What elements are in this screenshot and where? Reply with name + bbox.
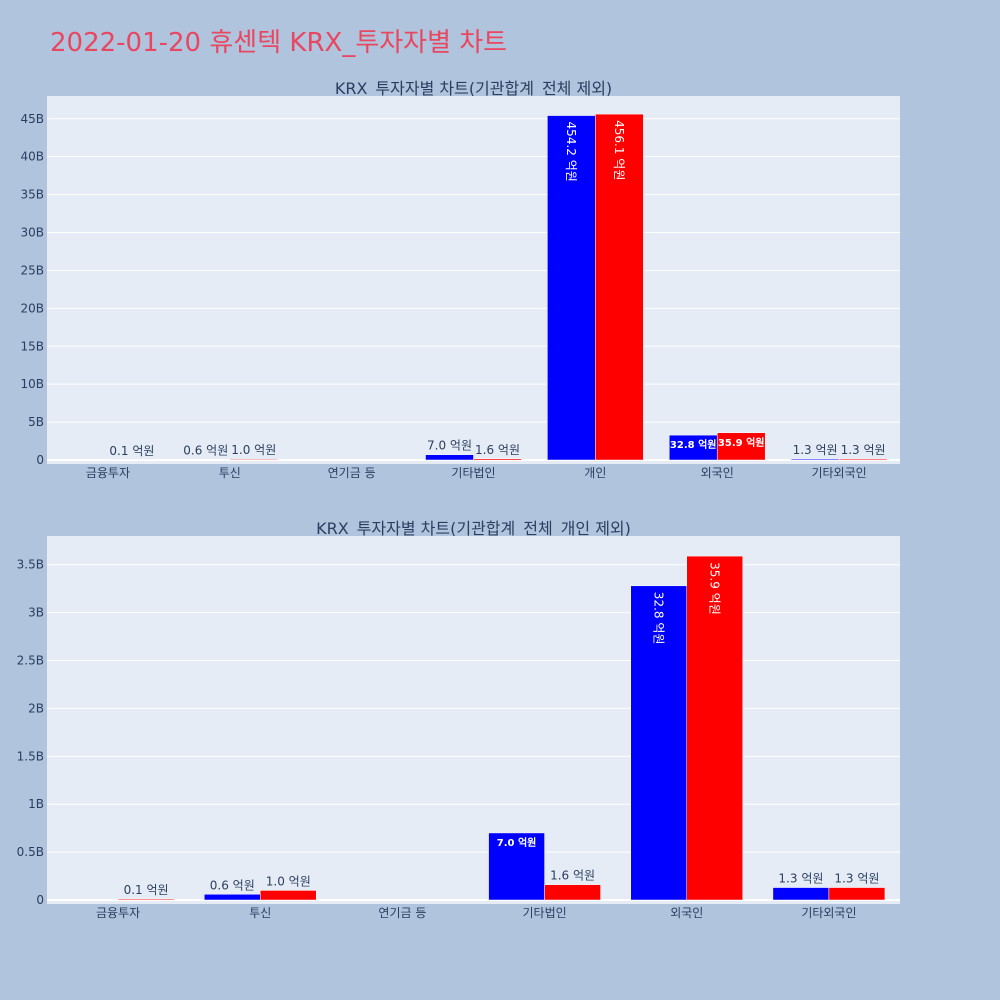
bar — [668, 434, 718, 461]
data-label: 1.3 억원 — [834, 872, 879, 886]
y-tick-label: 20B — [20, 301, 44, 315]
chart-excluding-individuals: KRX_투자자별 차트(기관합계_전체_개인 제외) 0 0.5B 1B 1.5B 2B 2… — [17, 519, 900, 920]
bar — [488, 832, 545, 901]
bar — [790, 458, 840, 461]
y-tick-label: 15B — [20, 339, 44, 353]
data-label: 1.3 억원 — [778, 872, 823, 886]
data-label: 1.3 억원 — [793, 443, 838, 457]
x-tick-label: 연기금 등 — [328, 466, 376, 480]
data-label: 7.0 억원 — [497, 836, 537, 849]
x-tick-label: 투신 — [219, 466, 241, 480]
bar — [828, 887, 886, 901]
y-tick-label: 0 — [36, 893, 44, 907]
data-label: 1.0 억원 — [231, 443, 276, 457]
data-label: 35.9 억원 — [708, 562, 722, 615]
x-tick-label: 금융투자 — [86, 466, 130, 480]
y-tick-label: 3B — [28, 606, 44, 620]
x-tick-label: 외국인 — [701, 466, 734, 480]
bar — [716, 432, 766, 461]
data-label: 1.6 억원 — [475, 443, 520, 457]
x-tick-label: 기타법인 — [522, 906, 566, 920]
y-tick-label: 25B — [20, 263, 44, 277]
y-tick-label: 3.5B — [17, 558, 44, 572]
bar — [425, 454, 474, 461]
chart-all-investors: KRX_투자자별 차트(기관합계_전체 제외) 0 5B 10B 15B 20B 25B 30… — [20, 79, 900, 480]
chart-subtitle: KRX_투자자별 차트(기관합계_전체 제외) — [335, 79, 612, 99]
data-label: 32.8 억원 — [670, 438, 717, 451]
data-label: 0.6 억원 — [210, 878, 255, 892]
y-tick-label: 40B — [20, 150, 44, 164]
data-label: 1.0 억원 — [266, 874, 311, 888]
y-tick-label: 1B — [28, 797, 44, 811]
data-label: 0.1 억원 — [109, 444, 154, 458]
bar — [595, 113, 644, 461]
y-tick-label: 2.5B — [17, 654, 44, 668]
bar — [772, 887, 830, 901]
bar — [117, 898, 175, 901]
bar — [544, 884, 601, 901]
x-tick-label: 개인 — [584, 466, 606, 480]
x-tick-label: 기타외국인 — [811, 466, 866, 480]
bar — [260, 890, 317, 901]
data-label: 1.3 억원 — [841, 443, 886, 457]
x-tick-label: 투신 — [249, 906, 271, 920]
data-label: 456.1 억원 — [612, 120, 626, 180]
y-tick-label: 2B — [28, 701, 44, 715]
y-tick-label: 30B — [20, 226, 44, 240]
bar — [838, 458, 888, 461]
plot-area — [47, 536, 900, 904]
data-label: 0.6 억원 — [183, 444, 228, 458]
bar — [686, 555, 743, 901]
data-label: 1.6 억원 — [550, 869, 595, 883]
bar — [630, 585, 687, 901]
bar — [204, 894, 261, 901]
data-label: 0.1 억원 — [124, 883, 169, 897]
x-tick-label: 기타법인 — [451, 466, 495, 480]
x-tick-label: 연기금 등 — [378, 906, 426, 920]
data-label: 454.2 억원 — [564, 122, 578, 182]
y-tick-label: 5B — [28, 415, 44, 429]
y-tick-label: 35B — [20, 188, 44, 202]
data-label: 32.8 억원 — [652, 592, 666, 645]
y-tick-label: 0.5B — [17, 845, 44, 859]
bar — [229, 458, 279, 461]
plot-area — [47, 96, 900, 464]
data-label: 7.0 억원 — [427, 439, 472, 453]
x-tick-label: 금융투자 — [96, 906, 140, 920]
bar — [547, 115, 596, 461]
y-tick-label: 45B — [20, 112, 44, 126]
y-tick-label: 10B — [20, 377, 44, 391]
chart-subtitle: KRX_투자자별 차트(기관합계_전체_개인 제외) — [316, 519, 631, 539]
bar — [473, 458, 522, 461]
y-tick-label: 0 — [36, 453, 44, 467]
data-label: 35.9 억원 — [718, 436, 765, 449]
x-tick-label: 기타외국인 — [801, 906, 856, 920]
page-title: 2022-01-20 휴센텍 KRX_투자자별 차트 — [50, 28, 508, 58]
x-tick-label: 외국인 — [670, 906, 703, 920]
y-tick-label: 1.5B — [17, 749, 44, 763]
